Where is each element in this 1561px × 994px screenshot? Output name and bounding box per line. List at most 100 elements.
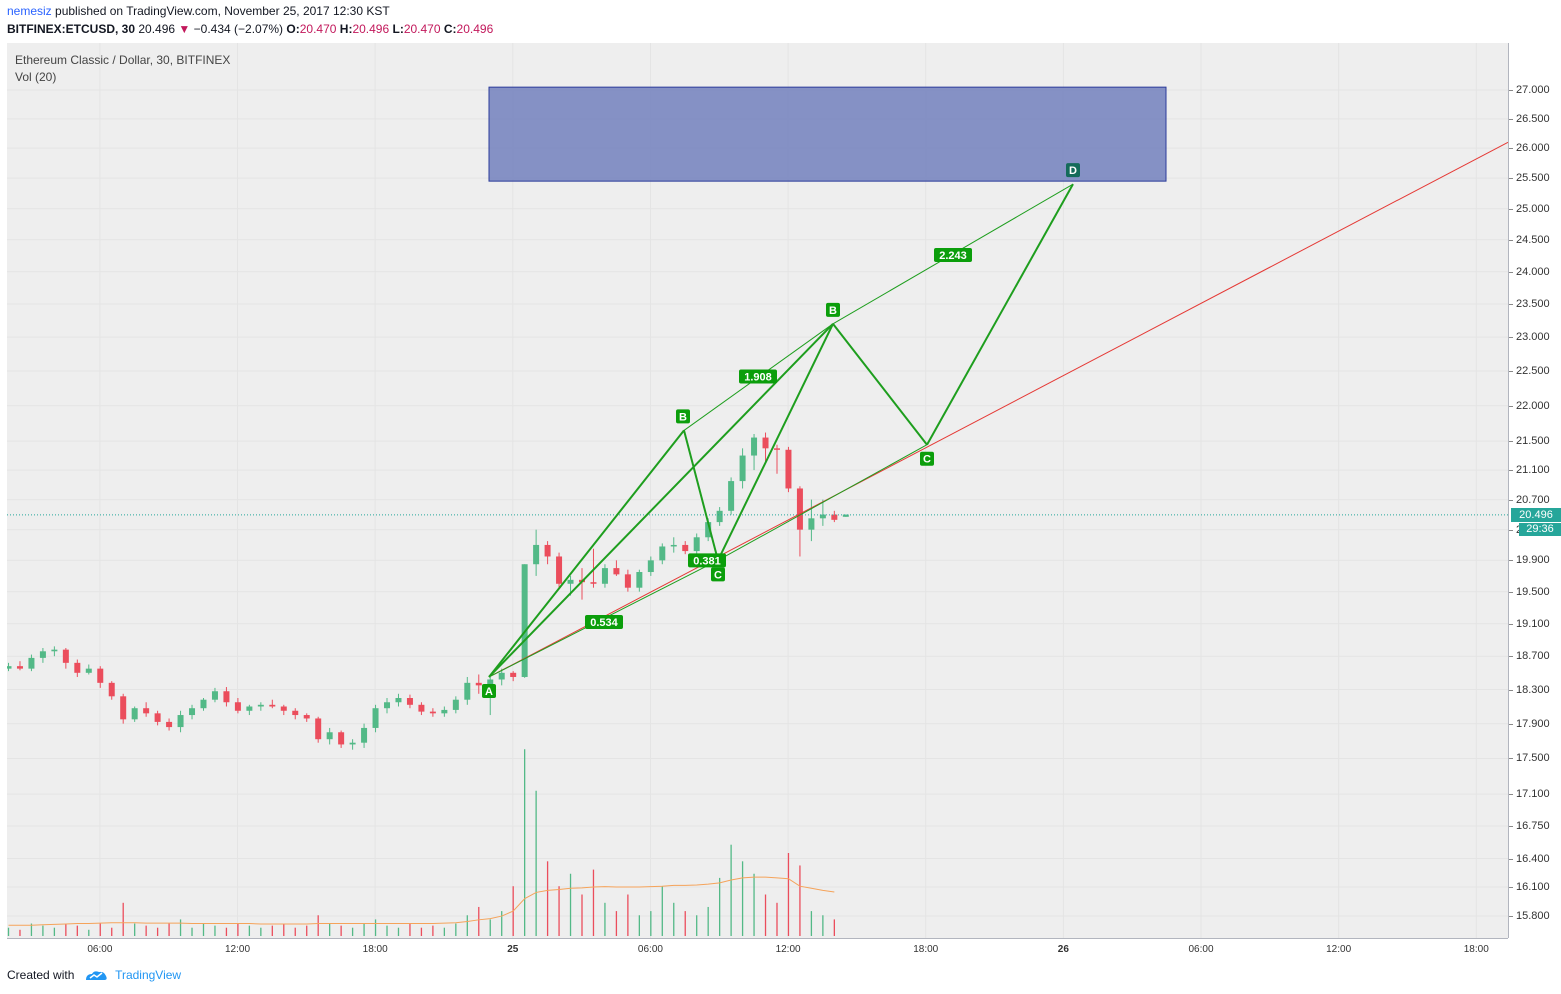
time-tick-label: 26 — [1057, 944, 1069, 955]
candle-body — [796, 488, 803, 530]
candle-body — [705, 522, 712, 538]
candle-body — [544, 544, 551, 557]
price-tick-label: 18.300 — [1509, 683, 1550, 696]
candle-body — [200, 699, 207, 709]
price-tick-label: 26.000 — [1509, 142, 1550, 155]
author-link[interactable]: nemesiz — [7, 4, 52, 18]
candle-body — [498, 672, 505, 680]
price-tick-label: 19.500 — [1509, 585, 1550, 598]
candle-body — [636, 572, 643, 588]
pattern-ratio-line — [717, 444, 928, 561]
candle-body — [670, 544, 677, 547]
candle-body — [406, 698, 413, 705]
point-label-a[interactable]: A — [482, 683, 496, 698]
time-tick-label: 18:00 — [913, 944, 939, 955]
point-label-b[interactable]: B — [826, 302, 840, 317]
candle-body — [28, 657, 35, 669]
candle-body — [716, 510, 723, 523]
candle-body — [154, 713, 161, 722]
ratio-label-bg — [585, 614, 623, 629]
candle-body — [39, 651, 46, 658]
price-tick-label: 23.000 — [1509, 331, 1550, 344]
point-label-d[interactable]: D — [1066, 163, 1080, 178]
candle-body — [842, 514, 849, 517]
candle-body — [51, 649, 58, 652]
candle-body — [211, 691, 218, 700]
point-label-c[interactable]: C — [920, 451, 934, 466]
point-label-a-text: A — [485, 686, 493, 698]
time-axis[interactable]: 06:00 12:00 18:00 25 06:00 12:00 18:00 26 06:00 1… — [7, 938, 1508, 961]
point-label-d-text: D — [1069, 165, 1077, 177]
last-price-badge: 20.496 — [1511, 507, 1561, 522]
candle-body — [189, 708, 196, 716]
ratio-label[interactable]: 0.381 — [688, 553, 726, 568]
pattern-leg — [488, 429, 685, 678]
open-label: O: — [286, 22, 300, 36]
candle-body — [556, 556, 563, 584]
candle-body — [762, 437, 769, 449]
ratio-label[interactable]: 2.243 — [934, 247, 972, 262]
price-tick-label: 21.500 — [1509, 435, 1550, 448]
ratio-label-bg — [688, 553, 726, 568]
symbol-label: BITFINEX:ETCUSD, 30 — [7, 22, 136, 36]
ratio-label[interactable]: 0.534 — [585, 614, 623, 629]
candle-body — [223, 691, 230, 703]
candle-body — [567, 579, 574, 584]
candle-body — [751, 437, 758, 456]
tradingview-brand[interactable]: TradingView — [115, 968, 182, 982]
pattern-leg — [683, 430, 719, 561]
chart-plot-area[interactable]: A B C B C D 0.534 1.908 0.381 2.243 Ethereum Clas… — [7, 43, 1508, 938]
candle-body — [108, 682, 115, 697]
target-zone-rect — [488, 86, 1167, 182]
point-label-b-bg — [676, 409, 690, 424]
price-change: −0.434 (−2.07%) — [193, 22, 284, 36]
price-tick-label: 16.400 — [1509, 852, 1550, 865]
candlestick-chart[interactable]: A B C B C D 0.534 1.908 0.381 2.243 — [7, 43, 1508, 938]
price-tick-label: 21.100 — [1509, 464, 1550, 477]
ratio-label-text: 0.381 — [693, 555, 721, 567]
time-tick-label: 06:00 — [87, 944, 113, 955]
candle-body — [16, 666, 23, 669]
candle-body — [613, 568, 620, 575]
price-axis[interactable]: 27.000 26.500 26.000 25.500 25.000 24.500 24.0… — [1508, 43, 1561, 938]
time-tick-label: 12:00 — [225, 944, 251, 955]
published-text: published on TradingView.com, November 2… — [55, 4, 390, 18]
candle-body — [441, 709, 448, 714]
ratio-label-text: 1.908 — [744, 372, 772, 384]
candle-body — [120, 696, 127, 720]
point-label-b[interactable]: B — [676, 409, 690, 424]
symbol-line: BITFINEX:ETCUSD, 30 20.496 ▼ −0.434 (−2.… — [7, 22, 493, 36]
price-tick-label: 27.000 — [1509, 84, 1550, 96]
candle-body — [819, 514, 826, 519]
candle-body — [280, 706, 287, 711]
price-tick-label: 26.500 — [1509, 112, 1550, 125]
tradingview-logo-icon[interactable] — [84, 970, 108, 982]
candle-body — [361, 727, 368, 743]
candle-body — [74, 662, 81, 673]
point-label-c[interactable]: C — [711, 567, 725, 582]
time-tick-label: 06:00 — [1188, 944, 1214, 955]
point-label-c-text: C — [714, 569, 722, 581]
candle-body — [303, 715, 310, 719]
low-label: L: — [392, 22, 404, 36]
candle-body — [452, 699, 459, 710]
last-price: 20.496 — [138, 22, 176, 36]
candle-body — [533, 544, 540, 565]
candle-body — [85, 668, 92, 673]
candle-body — [682, 544, 689, 552]
candle-body — [7, 666, 12, 669]
ratio-label[interactable]: 1.908 — [739, 369, 777, 384]
candle-body — [590, 582, 597, 584]
candle-body — [739, 455, 746, 482]
high-value: 20.496 — [352, 22, 390, 36]
open-value: 20.470 — [299, 22, 337, 36]
candle-body — [395, 698, 402, 703]
candle-body — [384, 702, 391, 709]
candle-body — [418, 704, 425, 712]
point-label-a-bg — [482, 683, 496, 698]
price-tick-label: 19.100 — [1509, 617, 1550, 630]
candle-body — [773, 448, 780, 450]
price-tick-label: 22.500 — [1509, 365, 1550, 378]
price-tick-label: 17.100 — [1509, 788, 1550, 801]
chart-header: nemesiz published on TradingView.com, No… — [0, 0, 1561, 42]
